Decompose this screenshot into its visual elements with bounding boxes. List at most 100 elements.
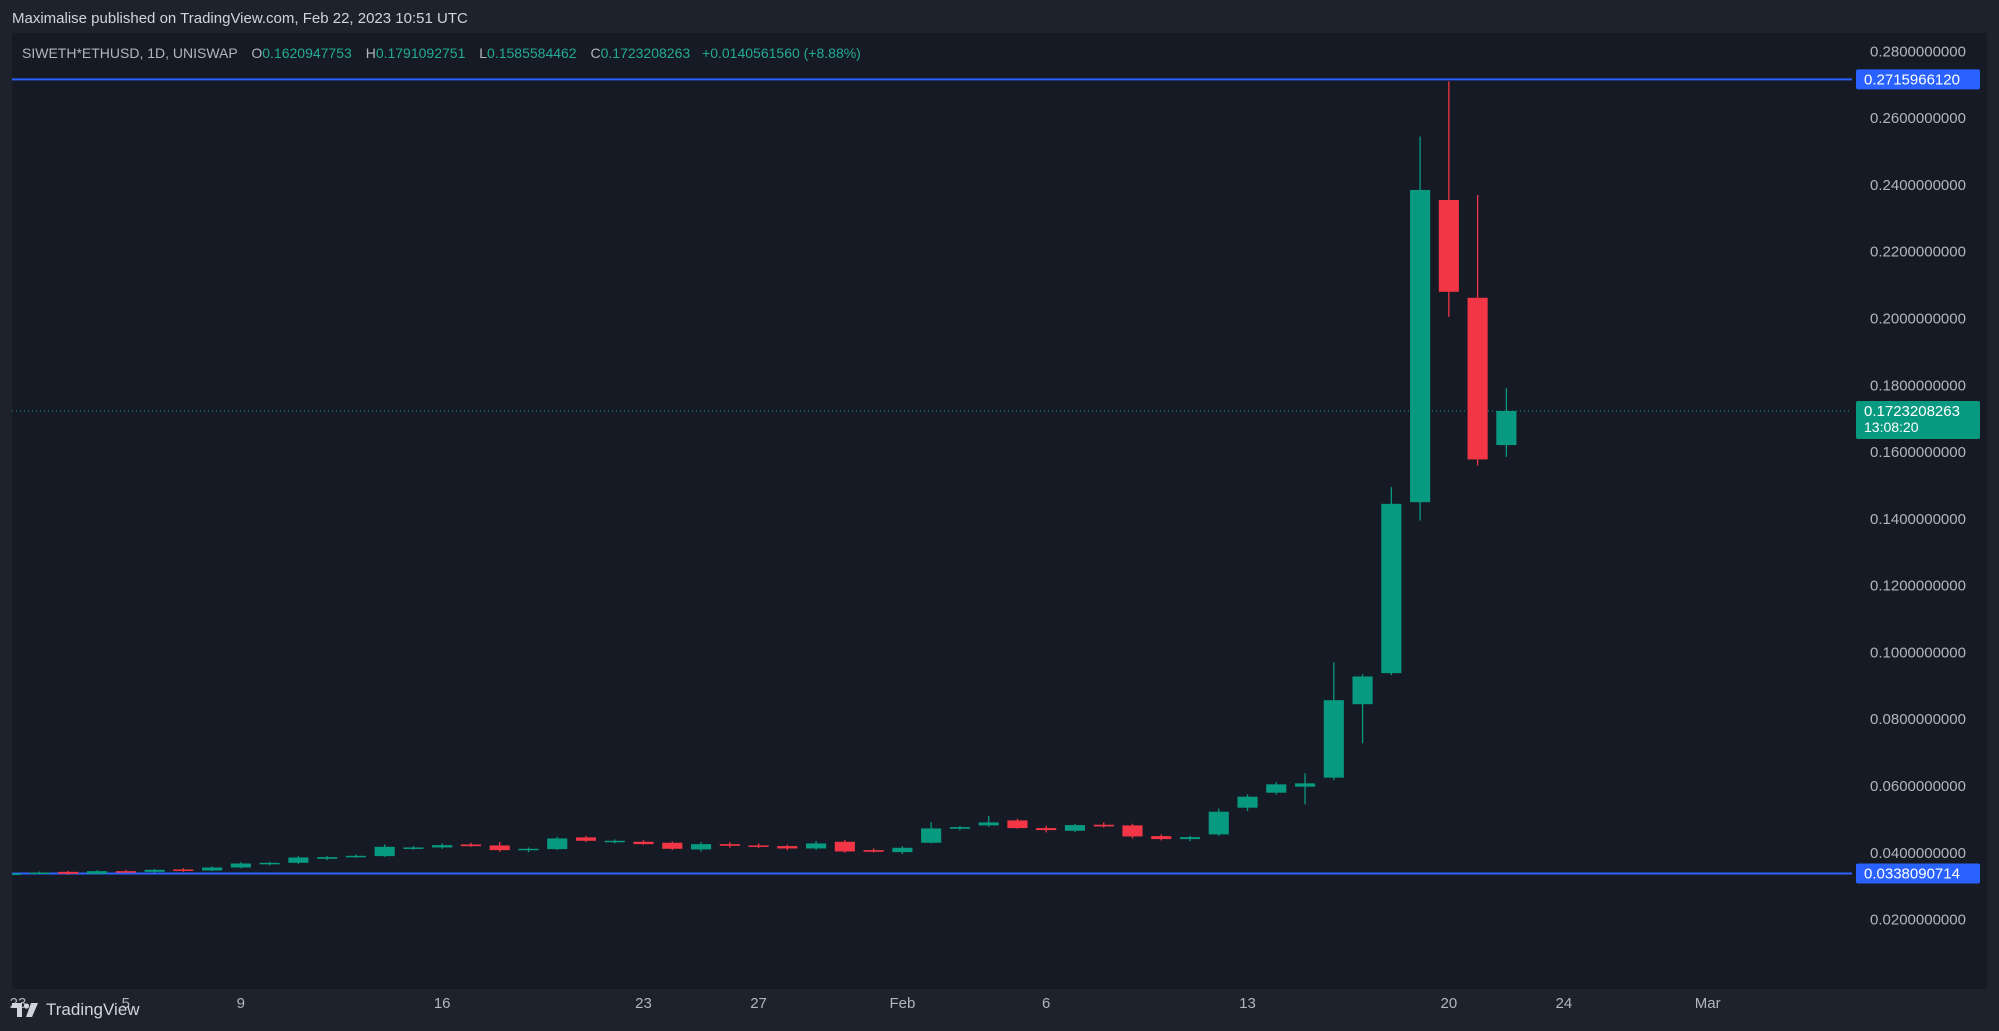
candle-body-up[interactable]	[1266, 784, 1287, 793]
candle-body-up[interactable]	[230, 863, 251, 868]
y-tick-label: 0.0600000000	[1870, 778, 1966, 795]
candle-body-up[interactable]	[202, 867, 223, 871]
candle-body-up[interactable]	[547, 838, 568, 850]
x-tick-label: 5	[122, 995, 130, 1012]
y-tick-label: 0.0200000000	[1870, 912, 1966, 929]
y-tick-label: 0.1200000000	[1870, 578, 1966, 595]
y-tick-label: 0.1800000000	[1870, 377, 1966, 394]
candle-body-up[interactable]	[978, 822, 999, 826]
y-tick-label: 0.1400000000	[1870, 511, 1966, 528]
candle-body-up[interactable]	[949, 827, 970, 829]
tradingview-logo-icon	[12, 1003, 38, 1017]
y-tick-label: 0.2200000000	[1870, 244, 1966, 261]
candle-body-up[interactable]	[1179, 837, 1201, 840]
candle-body-up[interactable]	[345, 855, 366, 858]
legend-open-label: O	[251, 45, 263, 61]
candle-body-down[interactable]	[1122, 825, 1143, 837]
candle-body-up[interactable]	[144, 869, 165, 872]
candle-body-down[interactable]	[173, 869, 194, 871]
candle-body-down[interactable]	[748, 845, 769, 847]
y-tick-label: 0.1000000000	[1870, 644, 1966, 661]
y-tick-label: 0.0400000000	[1870, 845, 1966, 862]
candle-body-up[interactable]	[288, 857, 309, 863]
x-tick-label: 9	[237, 995, 245, 1012]
candle-body-down[interactable]	[575, 837, 597, 841]
y-tick-label: 0.2600000000	[1870, 110, 1966, 127]
candle-body-up[interactable]	[892, 847, 913, 853]
candle-body-down[interactable]	[460, 844, 482, 847]
countdown-label: 13:08:20	[1864, 419, 1919, 435]
candle-body-up[interactable]	[317, 857, 338, 859]
x-tick-label: Feb	[889, 995, 915, 1012]
candle-body-down[interactable]	[662, 842, 683, 849]
candle-body-up[interactable]	[518, 848, 539, 851]
ohlc-legend: SIWETH*ETHUSD, 1D, UNISWAP O0.1620947753…	[22, 43, 861, 63]
candle-body-up[interactable]	[1381, 503, 1402, 674]
legend-low-value: 0.1585584462	[487, 45, 577, 61]
legend-high-value: 0.1791092751	[375, 45, 466, 61]
candle-body-down[interactable]	[633, 841, 654, 845]
y-tick-label: 0.0800000000	[1870, 711, 1966, 728]
candle-body-down[interactable]	[834, 841, 855, 852]
legend-change-value: +0.0140561560 (+8.88%)	[702, 45, 861, 61]
candle-body-up[interactable]	[806, 843, 827, 849]
candle-body-down[interactable]	[115, 871, 136, 873]
x-tick-label: 23	[635, 995, 652, 1012]
candle-body-down[interactable]	[489, 845, 510, 851]
legend-open-value: 0.1620947753	[262, 45, 352, 61]
footer-brand[interactable]: TradingView	[12, 997, 140, 1023]
candle-body-up[interactable]	[432, 845, 453, 848]
y-tick-label: 0.1600000000	[1870, 444, 1966, 461]
candle-body-up[interactable]	[86, 871, 108, 874]
candle-body-up[interactable]	[1, 873, 21, 875]
candle-body-down[interactable]	[1007, 820, 1028, 829]
chart-panel[interactable]	[12, 33, 1987, 989]
legend-close-label: C	[590, 45, 601, 61]
x-tick-label: 6	[1042, 995, 1050, 1012]
horizontal-level-label: 0.2715966120	[1864, 71, 1960, 88]
candle-body-up[interactable]	[374, 846, 395, 857]
candle-body-down[interactable]	[777, 846, 798, 849]
candle-body-down[interactable]	[1467, 297, 1488, 460]
candle-body-down[interactable]	[1093, 824, 1114, 827]
legend-symbol: SIWETH*ETHUSD, 1D, UNISWAP	[22, 45, 238, 61]
footer-brand-label: TradingView	[46, 1000, 140, 1019]
last-price-badge	[1856, 400, 1980, 439]
candle-body-down[interactable]	[1151, 836, 1172, 840]
x-tick-label: 13	[1239, 995, 1256, 1012]
candle-body-up[interactable]	[1323, 700, 1344, 778]
legend-high-label: H	[365, 45, 376, 61]
candle-body-down[interactable]	[863, 850, 884, 852]
candle-body-up[interactable]	[1352, 676, 1373, 705]
candle-body-up[interactable]	[1208, 811, 1229, 835]
candle-body-up[interactable]	[259, 862, 280, 865]
legend-close-value: 0.1723208263	[600, 45, 691, 61]
candle-body-up[interactable]	[1237, 796, 1258, 808]
candle-body-up[interactable]	[1064, 825, 1086, 831]
candle-body-up[interactable]	[1410, 189, 1431, 503]
candle-body-up[interactable]	[29, 872, 50, 874]
candle-body-up[interactable]	[1496, 410, 1517, 446]
candle-body-down[interactable]	[719, 844, 740, 846]
x-tick-label: 24	[1556, 995, 1573, 1012]
x-tick-label: Mar	[1695, 995, 1721, 1012]
horizontal-level-badge	[1856, 69, 1980, 90]
candle-body-up[interactable]	[921, 828, 942, 843]
candle-body-up[interactable]	[403, 847, 424, 849]
x-tick-label: 27	[750, 995, 767, 1012]
candle-body-down[interactable]	[58, 871, 79, 874]
x-tick-label: 20	[1441, 995, 1458, 1012]
y-tick-label: 0.2400000000	[1870, 177, 1966, 194]
y-tick-label: 0.2000000000	[1870, 311, 1966, 328]
legend-low-label: L	[479, 45, 488, 61]
candle-body-down[interactable]	[1036, 828, 1057, 831]
candle-body-down[interactable]	[1438, 199, 1459, 292]
candle-body-up[interactable]	[604, 840, 625, 843]
candle-body-up[interactable]	[690, 844, 712, 850]
horizontal-level-badge	[1856, 863, 1980, 884]
candle-body-up[interactable]	[1294, 783, 1316, 787]
published-caption: Maximalise published on TradingView.com,…	[12, 10, 468, 27]
x-tick-label: 16	[434, 995, 451, 1012]
